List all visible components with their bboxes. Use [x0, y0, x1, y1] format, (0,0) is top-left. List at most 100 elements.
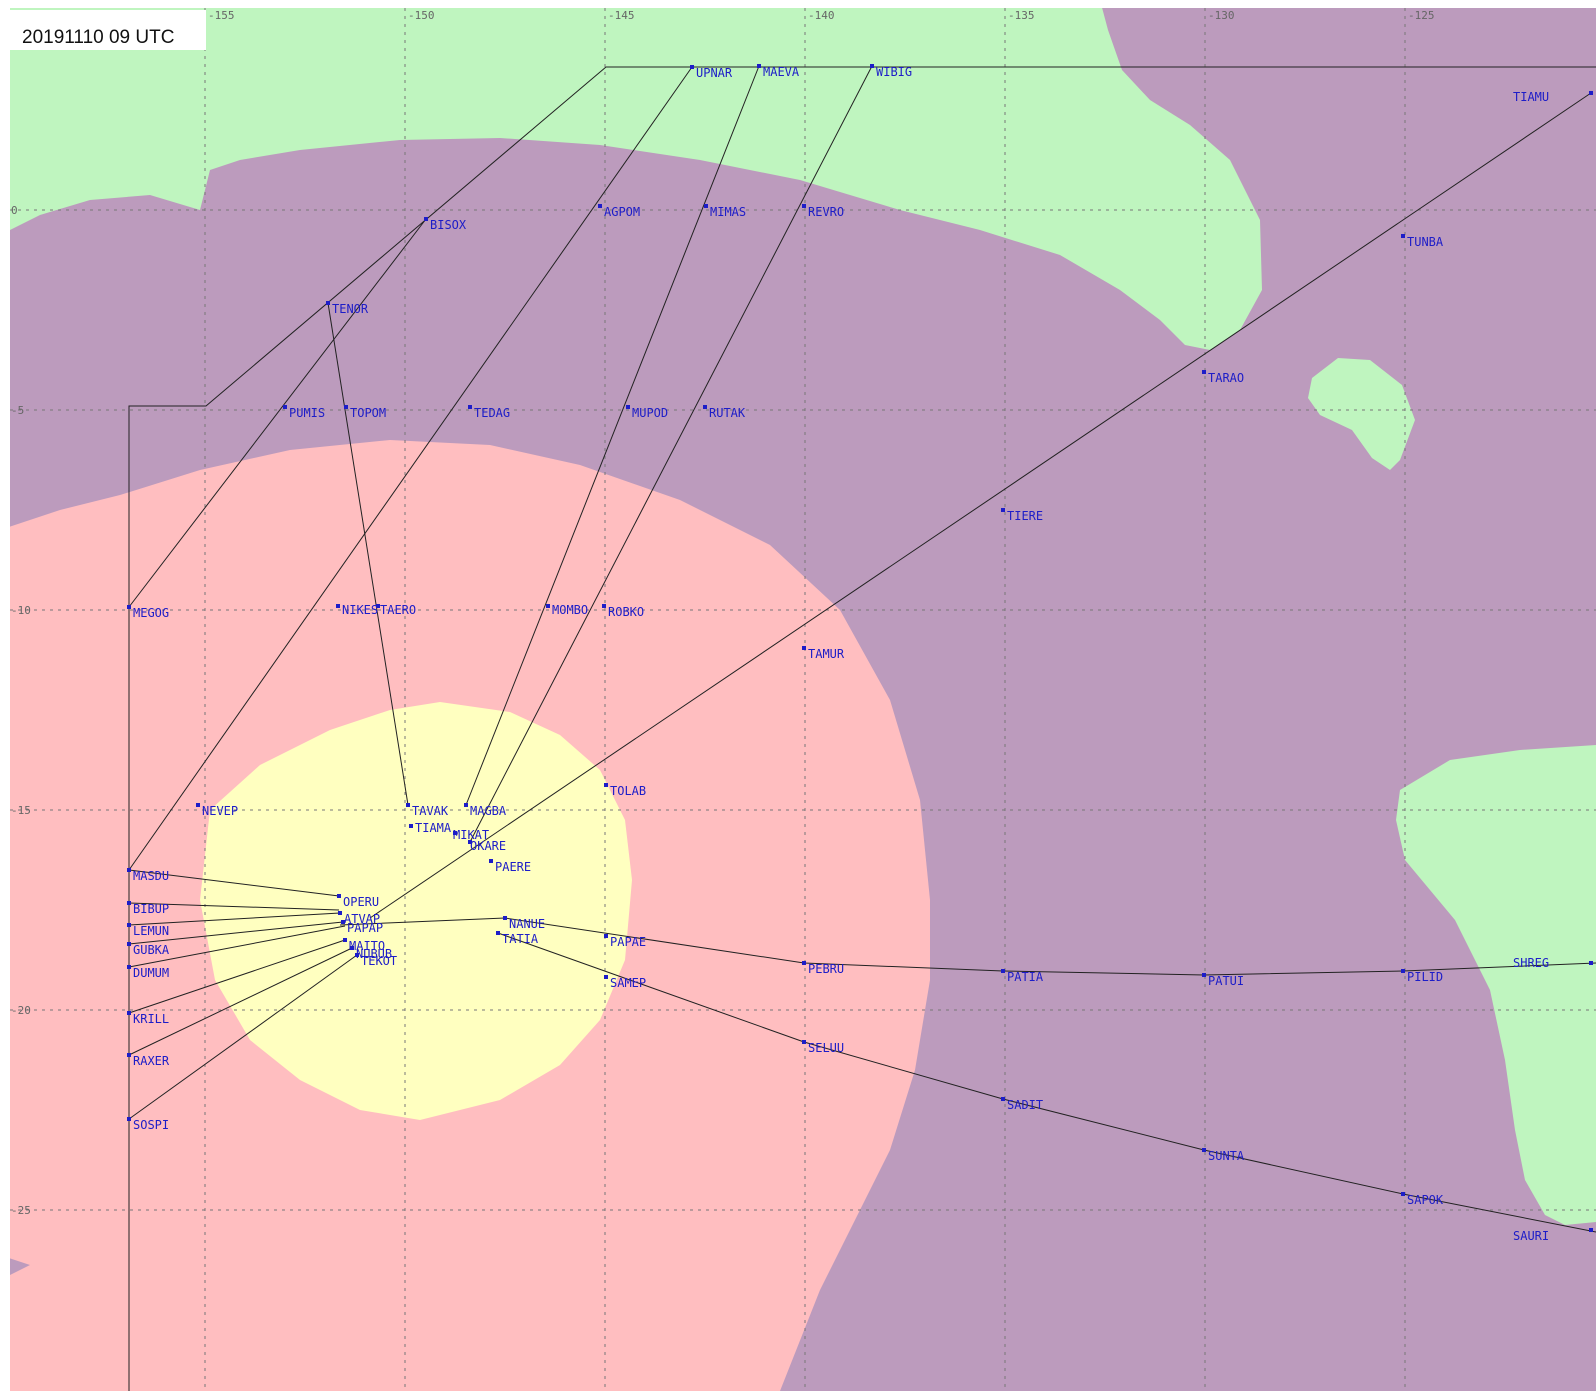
waypoint-sunta[interactable]: SUNTA [1202, 1148, 1245, 1163]
waypoint-marker[interactable] [127, 1117, 131, 1121]
waypoint-marker[interactable] [604, 934, 608, 938]
waypoint-marker[interactable] [602, 604, 606, 608]
waypoint-bibup[interactable]: BIBUP [127, 901, 169, 916]
waypoint-nikes[interactable]: NIKES [336, 603, 378, 617]
waypoint-maeva[interactable]: MAEVA [757, 64, 800, 79]
waypoint-tolab[interactable]: TOLAB [604, 783, 646, 798]
waypoint-marker[interactable] [870, 64, 874, 68]
waypoint-marker[interactable] [127, 868, 131, 872]
waypoint-marker[interactable] [626, 405, 630, 409]
waypoint-sauri[interactable]: SAURI [1513, 1228, 1593, 1243]
waypoint-seluu[interactable]: SELUU [802, 1040, 844, 1055]
waypoint-wibig[interactable]: WIBIG [870, 64, 912, 79]
waypoint-lemun[interactable]: LEMUN [127, 923, 169, 938]
waypoint-marker[interactable] [1001, 1097, 1005, 1101]
waypoint-marker[interactable] [406, 803, 410, 807]
waypoint-mupod[interactable]: MUPOD [626, 405, 668, 420]
waypoint-marker[interactable] [503, 916, 507, 920]
waypoint-tatia[interactable]: TATIA [496, 931, 539, 946]
waypoint-okare[interactable]: OKARE [468, 839, 506, 853]
waypoint-nanue[interactable]: NANUE [503, 916, 545, 931]
waypoint-sadit[interactable]: SADIT [1001, 1097, 1043, 1112]
waypoint-marker[interactable] [757, 64, 761, 68]
waypoint-patia[interactable]: PATIA [1001, 969, 1044, 984]
waypoint-tarao[interactable]: TARAO [1202, 370, 1244, 385]
waypoint-masdu[interactable]: MASDU [127, 868, 169, 883]
waypoint-marker[interactable] [1202, 1148, 1206, 1152]
waypoint-marker[interactable] [546, 604, 550, 608]
waypoint-marker[interactable] [127, 942, 131, 946]
waypoint-sapok[interactable]: SAPOK [1401, 1192, 1444, 1207]
waypoint-pumis[interactable]: PUMIS [283, 405, 325, 420]
waypoint-gubka[interactable]: GUBKA [127, 942, 170, 957]
waypoint-tenor[interactable]: TENOR [326, 301, 369, 316]
waypoint-marker[interactable] [496, 931, 500, 935]
waypoint-marker[interactable] [802, 204, 806, 208]
waypoint-marker[interactable] [1589, 1228, 1593, 1232]
waypoint-tamur[interactable]: TAMUR [802, 646, 845, 661]
waypoint-papae[interactable]: PAPAE [604, 934, 646, 949]
waypoint-nevep[interactable]: NEVEP [196, 803, 238, 818]
waypoint-dumum[interactable]: DUMUM [127, 965, 169, 980]
waypoint-marker[interactable] [127, 1011, 131, 1015]
waypoint-marker[interactable] [344, 405, 348, 409]
waypoint-marker[interactable] [604, 975, 608, 979]
waypoint-marker[interactable] [1589, 961, 1593, 965]
waypoint-rutak[interactable]: RUTAK [703, 405, 746, 420]
waypoint-patui[interactable]: PATUI [1202, 973, 1244, 988]
waypoint-marker[interactable] [690, 65, 694, 69]
waypoint-marker[interactable] [127, 1053, 131, 1057]
waypoint-krill[interactable]: KRILL [127, 1011, 169, 1026]
waypoint-megog[interactable]: MEGOG [127, 605, 169, 620]
waypoint-mikat[interactable]: MIKAT [453, 828, 489, 842]
waypoint-marker[interactable] [1401, 234, 1405, 238]
waypoint-maito[interactable]: MAITO [343, 938, 385, 953]
waypoint-marker[interactable] [604, 783, 608, 787]
waypoint-papap[interactable]: PAPAP [341, 920, 383, 935]
waypoint-taero[interactable]: TAERO [376, 603, 416, 617]
waypoint-atvap[interactable]: ATVAP [338, 911, 380, 926]
waypoint-marker[interactable] [468, 840, 472, 844]
waypoint-tedag[interactable]: TEDAG [468, 405, 510, 420]
waypoint-marker[interactable] [1001, 969, 1005, 973]
waypoint-tiama[interactable]: TIAMA [409, 821, 452, 835]
waypoint-marker[interactable] [409, 824, 413, 828]
waypoint-robko[interactable]: ROBKO [602, 604, 644, 619]
waypoint-operu[interactable]: OPERU [337, 894, 379, 909]
waypoint-marker[interactable] [802, 646, 806, 650]
waypoint-marker[interactable] [343, 938, 347, 942]
waypoint-revro[interactable]: REVRO [802, 204, 844, 219]
waypoint-marker[interactable] [337, 894, 341, 898]
waypoint-marker[interactable] [350, 946, 354, 950]
waypoint-marker[interactable] [1001, 508, 1005, 512]
waypoint-tekot[interactable]: TEKOT [355, 953, 397, 968]
waypoint-marker[interactable] [326, 301, 330, 305]
waypoint-marker[interactable] [336, 604, 340, 608]
waypoint-marker[interactable] [598, 204, 602, 208]
waypoint-raxer[interactable]: RAXER [127, 1053, 170, 1068]
waypoint-marker[interactable] [127, 965, 131, 969]
waypoint-marker[interactable] [1589, 91, 1593, 95]
waypoint-marker[interactable] [1401, 1192, 1405, 1196]
waypoint-marker[interactable] [1202, 370, 1206, 374]
waypoint-tunba[interactable]: TUNBA [1401, 234, 1444, 249]
waypoint-tiamu[interactable]: TIAMU [1513, 90, 1593, 104]
waypoint-magba[interactable]: MAGBA [464, 803, 507, 818]
waypoint-samep[interactable]: SAMEP [604, 975, 646, 990]
waypoint-marker[interactable] [196, 803, 200, 807]
waypoint-sospi[interactable]: SOSPI [127, 1117, 169, 1132]
waypoint-upnar[interactable]: UPNAR [690, 65, 733, 80]
waypoint-paere[interactable]: PAERE [489, 859, 531, 874]
waypoint-marker[interactable] [802, 1040, 806, 1044]
waypoint-tiere[interactable]: TIERE [1001, 508, 1043, 523]
waypoint-marker[interactable] [464, 803, 468, 807]
waypoint-mombo[interactable]: MOMBO [546, 603, 588, 617]
waypoint-pebru[interactable]: PEBRU [802, 961, 844, 976]
waypoint-marker[interactable] [1401, 969, 1405, 973]
waypoint-marker[interactable] [468, 405, 472, 409]
waypoint-marker[interactable] [338, 911, 342, 915]
waypoint-marker[interactable] [127, 923, 131, 927]
waypoint-marker[interactable] [802, 961, 806, 965]
waypoint-marker[interactable] [127, 605, 131, 609]
waypoint-marker[interactable] [489, 859, 493, 863]
